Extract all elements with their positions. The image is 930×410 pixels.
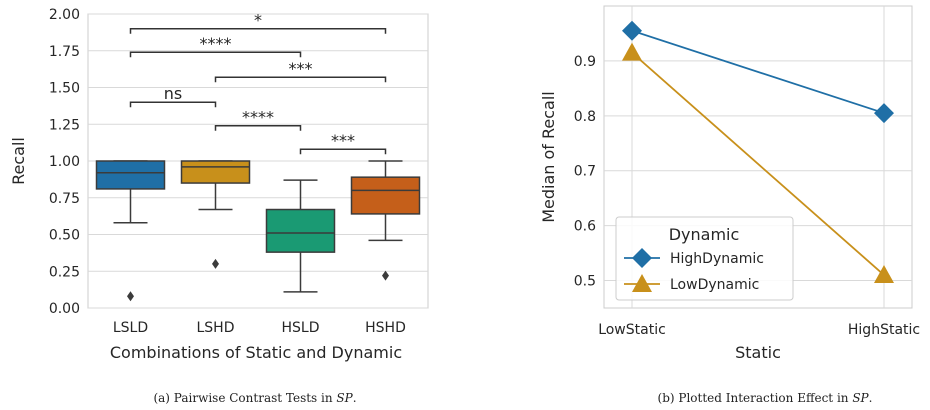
significance-label: ***	[331, 131, 355, 150]
triangle-marker	[632, 274, 652, 292]
legend-item-label: LowDynamic	[670, 277, 759, 293]
diamond-marker	[874, 103, 894, 124]
box-iqr	[180, 160, 251, 184]
line-series	[622, 20, 894, 284]
significance-bracket	[214, 124, 302, 131]
boxplot-y-tick-label: 1.75	[49, 44, 80, 60]
significance-label: ****	[200, 34, 232, 53]
line-caption-end: .	[869, 391, 873, 405]
line-x-ticks: LowStatic HighStatic	[598, 322, 920, 338]
box-outlier	[212, 258, 219, 269]
line-caption: (b) Plotted Interaction Effect in SP.	[658, 391, 873, 405]
significance-bracket	[129, 27, 387, 34]
significance-bracket	[129, 51, 302, 58]
significance-label: *	[254, 11, 262, 30]
line-caption-text: (b) Plotted Interaction Effect in	[658, 391, 853, 405]
box-outlier	[127, 291, 134, 302]
line-caption-italic: SP	[852, 391, 869, 405]
legend-title: Dynamic	[669, 225, 740, 244]
significance-bracket	[129, 101, 217, 108]
line-y-ticks: 0.5 0.6 0.7 0.8 0.9	[574, 54, 596, 290]
boxplot-y-ticks: 0.00 0.25 0.50 0.75 1.00 1.25 1.50 1.75 2.00	[49, 7, 80, 317]
interaction-line-chart: 0.5 0.6 0.7 0.8 0.9 LowStatic HighStatic Dyna…	[539, 5, 920, 405]
legend-item-label: HighDynamic	[670, 251, 764, 267]
legend-items: HighDynamic LowDynamic	[624, 248, 764, 293]
boxplot-y-tick-label: 2.00	[49, 7, 80, 23]
boxplot-y-tick-label: 0.50	[49, 228, 80, 244]
boxplot-x-ticks: LSLD LSHD HSLD HSHD	[113, 320, 406, 336]
boxplot-x-tick-label: HSHD	[365, 320, 406, 336]
boxplot-x-tick-label: LSLD	[113, 320, 148, 336]
box-iqr	[95, 160, 166, 190]
boxplot-caption-end: .	[353, 391, 357, 405]
significance-bracket	[299, 148, 387, 155]
line-x-tick-label: LowStatic	[598, 322, 666, 338]
boxplot-y-tick-label: 0.25	[49, 264, 80, 280]
series-line	[631, 51, 885, 276]
triangle-marker	[622, 42, 642, 61]
significance-label: ****	[242, 108, 274, 127]
boxplot-x-axis-label: Combinations of Static and Dynamic	[110, 343, 402, 362]
boxplot-caption: (a) Pairwise Contrast Tests in SP.	[153, 391, 356, 405]
boxplot-grid	[88, 13, 428, 309]
line-y-tick-label: 0.9	[574, 54, 596, 70]
significance-label: ***	[289, 59, 313, 78]
line-y-axis-label: Median of Recall	[539, 91, 558, 223]
boxplot-x-tick-label: HSLD	[282, 320, 320, 336]
box-iqr	[350, 176, 421, 215]
box-iqr	[265, 208, 336, 253]
boxplot-y-tick-label: 1.25	[49, 117, 80, 133]
box-outlier	[382, 270, 389, 281]
line-x-tick-label: HighStatic	[848, 322, 920, 338]
significance-label: ns	[164, 84, 182, 103]
diamond-marker	[632, 248, 652, 268]
boxplot-significance-brackets: ns***************	[129, 11, 387, 155]
line-y-tick-label: 0.5	[574, 274, 596, 290]
boxplot-chart: 0.00 0.25 0.50 0.75 1.00 1.25 1.50 1.75 2.00 LSL…	[9, 7, 429, 405]
diamond-marker	[622, 20, 642, 41]
line-x-axis-label: Static	[735, 343, 781, 362]
boxplot-y-tick-label: 0.00	[49, 301, 80, 317]
boxplot-boxes	[95, 160, 421, 302]
triangle-marker	[874, 265, 894, 284]
boxplot-x-tick-label: LSHD	[197, 320, 235, 336]
boxplot-y-tick-label: 0.75	[49, 191, 80, 207]
line-y-tick-label: 0.6	[574, 219, 596, 235]
series-line	[631, 29, 885, 114]
line-legend: Dynamic HighDynamic LowDynamic	[615, 216, 794, 301]
boxplot-caption-italic: SP	[336, 391, 353, 405]
boxplot-y-tick-label: 1.00	[49, 154, 80, 170]
boxplot-y-axis-label: Recall	[9, 137, 28, 185]
significance-bracket	[214, 76, 387, 83]
legend-box	[615, 216, 794, 301]
line-y-tick-label: 0.8	[574, 109, 596, 125]
line-y-tick-label: 0.7	[574, 164, 596, 180]
boxplot-caption-text: (a) Pairwise Contrast Tests in	[153, 391, 336, 405]
boxplot-y-tick-label: 1.50	[49, 81, 80, 97]
